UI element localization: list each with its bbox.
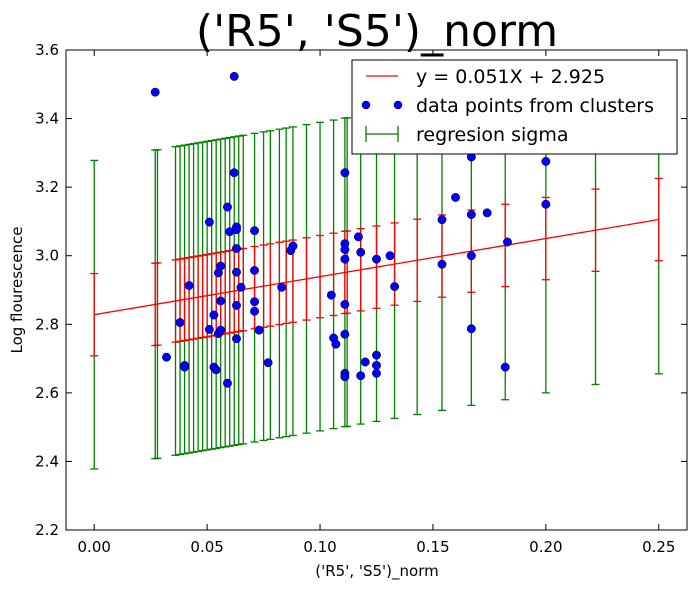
data-point: [340, 329, 350, 339]
data-point: [340, 168, 350, 178]
data-point: [326, 290, 336, 300]
data-point: [232, 334, 241, 344]
data-point: [340, 372, 350, 382]
data-point: [229, 168, 239, 178]
y-tick-label: 2.8: [35, 315, 59, 333]
data-point: [232, 267, 241, 277]
fit-line: [94, 218, 659, 316]
data-point: [263, 358, 273, 368]
data-point: [184, 281, 194, 290]
data-points: [150, 71, 551, 388]
axis-ticks: 0.00 0.05 0.10 0.15 0.20 0.25 2.2 2.4 2.6 2.8 3.0 3…: [35, 41, 687, 556]
data-point: [232, 244, 241, 253]
data-point: [466, 324, 476, 334]
data-point: [500, 362, 510, 372]
data-point: [541, 156, 551, 166]
data-point: [360, 357, 370, 367]
data-point: [223, 202, 232, 212]
data-point: [503, 237, 512, 247]
data-point: [250, 266, 260, 275]
data-point: [232, 225, 241, 235]
data-point: [482, 208, 492, 218]
data-point: [466, 210, 476, 220]
data-point: [216, 325, 226, 335]
x-tick-label: 0.00: [78, 538, 111, 556]
data-point: [209, 310, 219, 320]
data-point: [466, 251, 476, 261]
y-tick-label: 3.6: [35, 41, 59, 59]
data-point: [541, 199, 551, 209]
legend-sigma-label: regresion sigma: [416, 124, 569, 146]
chart-title: ('R5', 'S5')_norm: [196, 6, 558, 57]
data-point: [385, 251, 395, 261]
x-tick-label: 0.20: [529, 538, 562, 556]
legend-sigma-swatch: [365, 126, 399, 142]
data-point: [340, 254, 350, 264]
data-point: [372, 350, 381, 360]
data-point: [223, 378, 232, 388]
y-axis-label: Log flourescence: [8, 226, 26, 353]
data-point: [331, 339, 341, 349]
data-point: [437, 215, 447, 225]
legend-points-label: data points from clusters: [416, 95, 654, 117]
data-point: [229, 71, 239, 81]
data-point: [180, 362, 190, 372]
data-point: [150, 87, 160, 97]
x-tick-label: 0.10: [303, 538, 336, 556]
data-point: [277, 282, 287, 292]
legend-point-swatch-left: [361, 100, 371, 110]
data-point: [250, 306, 260, 316]
legend-point-swatch-right: [393, 100, 403, 110]
y-tick-label: 2.2: [35, 521, 59, 539]
x-tick-label: 0.05: [190, 538, 223, 556]
data-point: [451, 192, 460, 202]
fit-error-bar: [654, 177, 663, 262]
data-point: [254, 325, 264, 335]
data-point: [204, 324, 214, 334]
y-tick-label: 3.2: [35, 178, 59, 196]
data-point: [437, 259, 447, 269]
x-axis-label: ('R5', 'S5')_norm: [315, 562, 438, 581]
legend-fit-label: y = 0.051X + 2.925: [416, 66, 605, 88]
data-point: [340, 245, 350, 254]
x-tick-label: 0.25: [642, 538, 675, 556]
data-point: [236, 282, 246, 292]
data-point: [250, 297, 260, 307]
data-point: [232, 300, 241, 310]
plot-frame: [65, 49, 688, 531]
data-point: [372, 360, 381, 370]
y-tick-label: 2.4: [35, 452, 59, 470]
data-point: [390, 282, 400, 292]
y-tick-label: 3.0: [35, 247, 59, 265]
fit-line-group: [94, 218, 659, 316]
data-point: [372, 254, 381, 264]
y-tick-label: 3.4: [35, 110, 59, 128]
data-point: [288, 241, 298, 251]
data-point: [356, 247, 366, 257]
data-point: [353, 232, 363, 242]
data-point: [216, 296, 226, 306]
data-point: [250, 226, 260, 236]
legend: y = 0.051X + 2.925 data points from clus…: [351, 59, 678, 155]
fit-error-bar: [90, 272, 99, 357]
data-point: [216, 261, 226, 271]
legend-box: [351, 59, 678, 155]
data-point: [175, 318, 185, 328]
data-point: [204, 217, 214, 227]
data-point: [162, 352, 171, 362]
data-point: [211, 365, 221, 375]
x-tick-label: 0.15: [416, 538, 449, 556]
data-point: [340, 299, 350, 309]
data-point: [372, 368, 381, 378]
y-tick-label: 2.6: [35, 384, 59, 402]
data-point: [356, 371, 366, 381]
